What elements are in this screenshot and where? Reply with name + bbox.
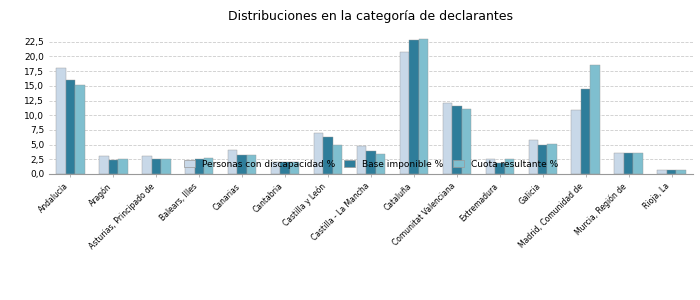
Bar	[676, 170, 686, 174]
Legend: Personas con discapacidad %, Base imponible %, Cuota resultante %: Personas con discapacidad %, Base imponi…	[181, 156, 561, 172]
Bar	[332, 145, 342, 174]
Bar	[357, 146, 366, 174]
Bar	[419, 39, 428, 174]
Bar	[376, 154, 385, 174]
Title: Distribuciones en la categoría de declarantes: Distribuciones en la categoría de declar…	[228, 10, 514, 23]
Bar	[290, 162, 300, 174]
Bar	[624, 153, 634, 174]
Bar	[615, 153, 624, 174]
Bar	[56, 68, 66, 174]
Bar	[571, 110, 581, 174]
Bar	[108, 160, 118, 174]
Bar	[634, 153, 643, 174]
Bar	[486, 159, 495, 174]
Bar	[590, 65, 600, 174]
Bar	[75, 85, 85, 174]
Bar	[452, 106, 461, 174]
Bar	[152, 159, 161, 174]
Bar	[323, 137, 332, 174]
Bar	[271, 162, 281, 174]
Bar	[505, 159, 514, 174]
Bar	[237, 154, 247, 174]
Bar	[204, 158, 214, 174]
Bar	[142, 156, 152, 174]
Bar	[281, 162, 290, 174]
Bar	[410, 40, 419, 174]
Bar	[118, 159, 127, 174]
Bar	[228, 151, 237, 174]
Bar	[247, 155, 256, 174]
Bar	[581, 89, 590, 174]
Bar	[538, 145, 547, 174]
Bar	[461, 109, 471, 174]
Bar	[528, 140, 538, 174]
Bar	[99, 156, 108, 174]
Bar	[400, 52, 410, 174]
Bar	[442, 103, 452, 174]
Bar	[185, 161, 195, 174]
Bar	[495, 164, 505, 174]
Bar	[195, 159, 204, 174]
Bar	[66, 80, 75, 174]
Bar	[314, 133, 323, 174]
Bar	[657, 170, 667, 174]
Bar	[667, 170, 676, 174]
Bar	[547, 144, 557, 174]
Bar	[366, 151, 376, 174]
Bar	[161, 159, 171, 174]
